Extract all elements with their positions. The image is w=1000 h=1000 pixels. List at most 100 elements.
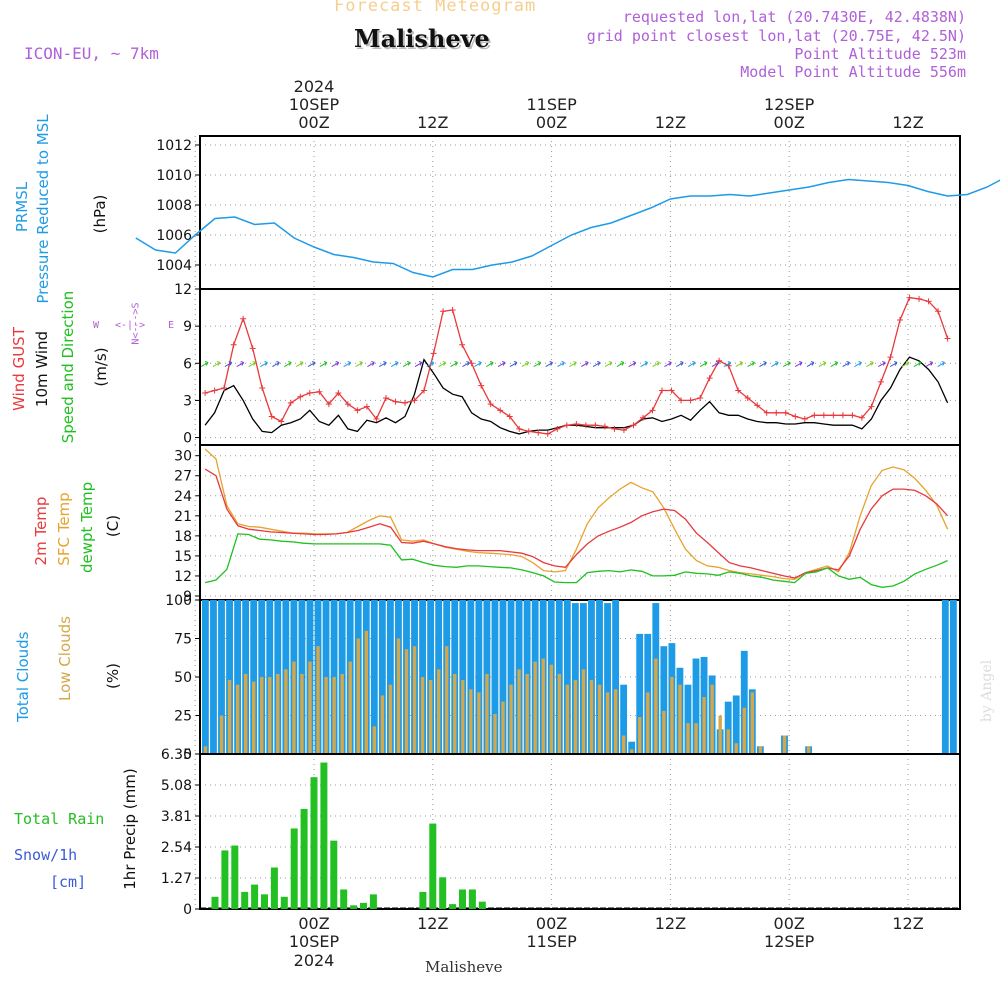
wind-gust-marker [754, 402, 761, 409]
low-cloud-bar [517, 669, 521, 754]
wind-direction-arrow [782, 361, 791, 367]
total-cloud-bar [467, 600, 475, 754]
wind-direction-arrow [319, 361, 328, 367]
pressure-ytick-label-0: 1004 [156, 258, 192, 274]
precip-ytick-label-4: 5.08 [161, 778, 192, 794]
low-cloud-bar [428, 680, 433, 754]
chart-subtitle: Forecast Meteogram [334, 0, 537, 16]
label-total-rain: Total Rain [14, 810, 105, 828]
rain-bar [478, 901, 486, 909]
low-cloud-bar [758, 746, 763, 754]
low-cloud-bar [589, 680, 594, 754]
top-axis-label: 12Z [892, 113, 923, 132]
rain-bar [419, 891, 427, 909]
wind-gust-marker [497, 407, 504, 414]
low-cloud-bar [260, 677, 264, 754]
rain-bar [439, 877, 447, 909]
top-axis-label: 12Z [655, 113, 686, 132]
low-cloud-bar [445, 646, 449, 754]
wind-gust-line [204, 296, 949, 435]
low-cloud-bar [380, 695, 385, 754]
bottom-axis-date: 10SEP [289, 932, 340, 951]
wind-direction-arrow [818, 361, 827, 367]
wind-direction-arrow [343, 361, 352, 367]
low-cloud-bar [348, 661, 352, 754]
wind-direction-arrow [355, 361, 363, 367]
precip-ytick-label-0: 0 [183, 902, 192, 918]
wind-direction-arrow [937, 361, 946, 367]
bottom-axis-label: 00Z [774, 914, 805, 933]
precip-frame [199, 753, 961, 910]
rain-bar [221, 850, 229, 909]
total-cloud-bar [740, 650, 748, 754]
wind-direction-arrow [604, 361, 613, 367]
wind-direction-arrow [759, 361, 767, 367]
low-cloud-bar [477, 692, 481, 754]
wind-direction-arrow [200, 361, 209, 367]
low-cloud-bar [388, 684, 393, 754]
low-cloud-bar [694, 723, 698, 754]
wind-gust-marker [468, 360, 475, 367]
low-cloud-bar [710, 684, 714, 754]
wind-gust-marker [525, 428, 532, 435]
wind-gust-marker [535, 429, 542, 436]
temp-sfc-line [204, 448, 949, 580]
wind-ytick-label-0: 0 [183, 431, 192, 447]
wind-gust-marker [430, 350, 437, 357]
rain-bar [251, 884, 259, 909]
compass-e-label: E [168, 320, 175, 331]
top-axis-label: 00Z [774, 113, 805, 132]
wind-direction-arrow [616, 361, 625, 367]
low-cloud-bar [276, 673, 280, 754]
low-cloud-bar [702, 697, 706, 754]
total-cloud-bar [571, 603, 579, 754]
wind-ytick-label-4: 12 [174, 282, 192, 298]
total-cloud-bar [378, 600, 386, 754]
low-cloud-bar [718, 715, 722, 754]
wind-gust-marker [935, 308, 942, 315]
rain-bar [330, 840, 338, 909]
low-cloud-bar [670, 677, 674, 754]
precip-ytick-label-1: 1.27 [161, 871, 192, 887]
wind-gust-marker [325, 401, 332, 408]
rain-bar [360, 902, 367, 909]
total-cloud-bar [234, 600, 242, 754]
total-cloud-bar [941, 600, 949, 754]
wind-direction-arrow [676, 361, 684, 367]
wind-direction-arrow [414, 361, 423, 367]
top-axis-label: 00Z [536, 113, 567, 132]
pressure-ytick-label-3: 1010 [156, 168, 192, 184]
wind-gust-marker [906, 294, 913, 301]
wind-gust-marker [811, 412, 818, 419]
low-cloud-bar [509, 684, 513, 754]
wind-direction-arrow [723, 361, 732, 367]
low-cloud-bar [203, 746, 208, 754]
low-cloud-bar [686, 723, 690, 754]
low-cloud-bar [646, 692, 650, 754]
wind-gust-marker [668, 387, 675, 394]
rain-bar [300, 808, 308, 909]
total-cloud-bar [949, 600, 957, 754]
bottom-axis-date: 11SEP [526, 932, 577, 951]
wind-gust-marker [249, 345, 256, 352]
wind-gust-marker [230, 341, 237, 348]
pressure-line [135, 178, 1000, 278]
rain-bar [270, 867, 278, 909]
label-snow: Snow/1h [14, 846, 78, 864]
temp-dewpt-line [204, 533, 948, 588]
rain-bar [459, 889, 466, 909]
total-cloud-bar [636, 633, 644, 754]
wind-direction-arrow [260, 361, 268, 367]
total-cloud-bar [724, 701, 732, 754]
total-cloud-bar [427, 600, 435, 754]
total-cloud-bar [210, 600, 217, 754]
low-cloud-bar [613, 689, 618, 754]
top-axis-label: 00Z [298, 113, 329, 132]
wind-direction-arrow [438, 361, 447, 367]
rain-bar [241, 891, 249, 909]
wind-direction-arrow [248, 361, 257, 367]
wind-direction-arrow [866, 361, 874, 367]
low-cloud-bar [557, 673, 562, 754]
wind-ytick-label-1: 3 [183, 393, 192, 409]
wind-direction-arrow [640, 361, 649, 367]
